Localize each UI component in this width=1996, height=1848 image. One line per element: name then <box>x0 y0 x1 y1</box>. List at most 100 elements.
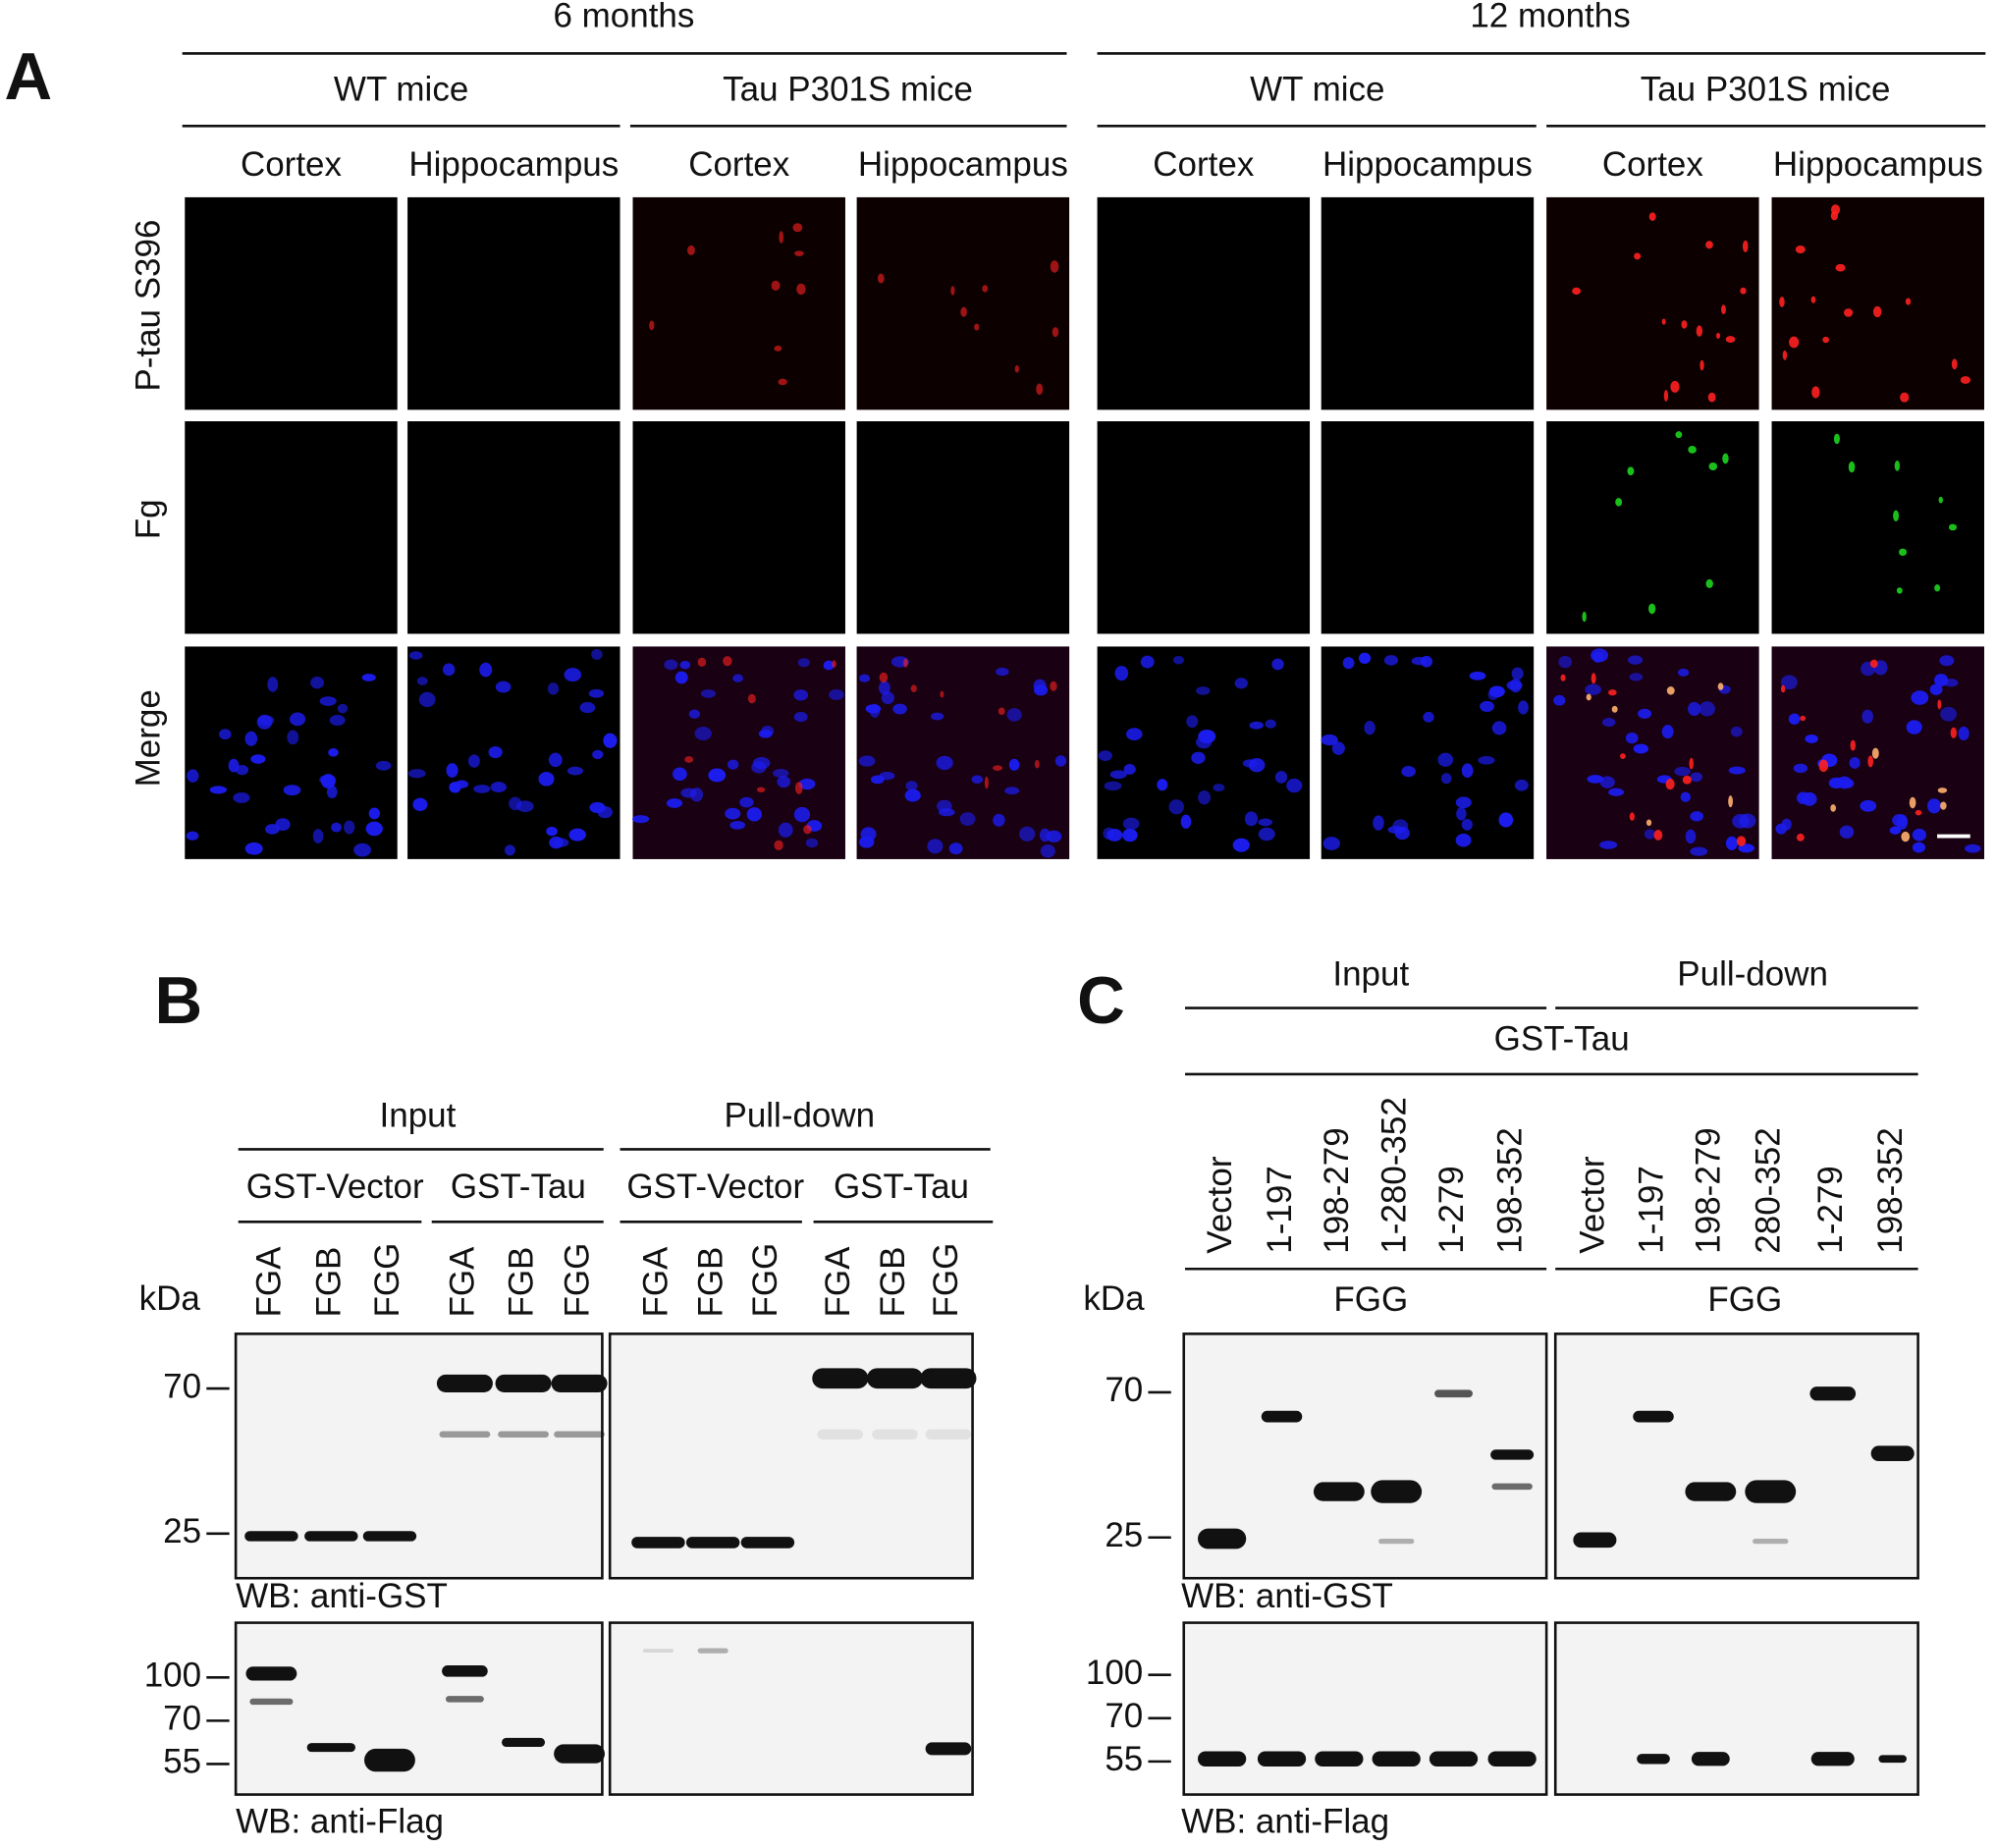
nucleus <box>1401 765 1416 778</box>
nucleus <box>233 791 250 803</box>
nucleus <box>865 704 882 714</box>
nucleus <box>632 815 650 824</box>
lane-label: 1-279 <box>1811 1166 1850 1253</box>
lane-label: FGB <box>874 1247 912 1318</box>
unit-label: kDa <box>1083 1279 1145 1318</box>
signal <box>1572 287 1582 296</box>
signal <box>1699 359 1704 371</box>
column-label: Cortex <box>1602 145 1704 184</box>
nucleus <box>1126 728 1143 741</box>
signal <box>1682 775 1693 785</box>
band <box>1753 1539 1789 1545</box>
signal <box>1909 796 1916 809</box>
nucleus <box>1244 811 1259 827</box>
nucleus <box>1322 837 1340 850</box>
nucleus <box>564 668 582 682</box>
nucleus <box>326 785 338 799</box>
nucleus <box>1423 711 1434 723</box>
lane-label: FGA <box>444 1246 482 1318</box>
nucleus <box>758 730 773 738</box>
nucleus <box>416 677 428 685</box>
nucleus <box>1456 807 1467 821</box>
signal <box>1717 682 1724 690</box>
band <box>436 1374 493 1392</box>
nucleus <box>1191 751 1206 764</box>
nucleus <box>235 764 249 776</box>
nucleus <box>1168 799 1185 815</box>
nucleus <box>858 755 876 767</box>
marker-label: 70 <box>163 1367 201 1405</box>
signal <box>747 693 756 704</box>
signal <box>1050 260 1059 273</box>
nucleus <box>1730 726 1743 737</box>
band <box>551 1374 608 1392</box>
nucleus <box>328 747 339 757</box>
nucleus <box>879 680 890 695</box>
nucleus <box>729 821 746 830</box>
signal <box>903 658 908 668</box>
nucleus <box>408 651 423 660</box>
signal <box>1582 611 1587 623</box>
nucleus <box>751 761 767 774</box>
unit-label: kDa <box>139 1279 201 1318</box>
subgroup: GST-Tau <box>834 1168 969 1206</box>
nucleus <box>566 766 584 776</box>
nucleus <box>1491 721 1507 735</box>
signal <box>1645 819 1652 827</box>
nucleus <box>1929 683 1943 695</box>
nucleus <box>1728 766 1746 775</box>
band <box>1490 1449 1535 1460</box>
nucleus <box>375 760 392 771</box>
band <box>642 1649 674 1654</box>
signal <box>1830 211 1839 221</box>
band <box>1378 1539 1415 1545</box>
probe-label: FGG <box>1333 1280 1408 1319</box>
nucleus <box>549 836 564 849</box>
lane-label: Vector <box>1201 1156 1239 1254</box>
micrograph <box>185 646 398 859</box>
nucleus <box>666 798 683 808</box>
nucleus <box>365 821 383 837</box>
blot-caption: WB: anti-Flag <box>1181 1803 1389 1841</box>
lane-label: Vector <box>1574 1156 1612 1254</box>
row-label: Fg <box>130 499 168 539</box>
lane-label: FGA <box>637 1246 675 1318</box>
blot-caption: WB: anti-GST <box>236 1577 448 1615</box>
signal <box>877 273 885 284</box>
band <box>498 1431 549 1438</box>
signal <box>1938 496 1943 504</box>
signal <box>1036 383 1044 396</box>
nucleus <box>674 671 688 684</box>
signal <box>1822 336 1830 344</box>
nucleus <box>1688 701 1701 717</box>
micrograph <box>856 196 1070 410</box>
blot-caption: WB: anti-GST <box>1181 1577 1393 1615</box>
column-label: Cortex <box>241 145 343 184</box>
nucleus <box>927 839 944 854</box>
nucleus <box>1054 755 1067 767</box>
nucleus <box>1912 828 1927 842</box>
signal <box>950 286 955 296</box>
nucleus <box>904 788 921 802</box>
nucleus <box>1488 685 1505 698</box>
nucleus <box>579 702 596 714</box>
signal <box>756 787 766 793</box>
lane-label: FGG <box>927 1243 965 1318</box>
construct: GST-Tau <box>1494 1019 1630 1058</box>
signal <box>1591 673 1596 684</box>
nucleus <box>1106 829 1123 842</box>
signal <box>1848 461 1856 473</box>
marker-label: 70 <box>1105 1697 1143 1735</box>
row-label: Merge <box>130 689 168 787</box>
signal <box>1948 523 1958 531</box>
nucleus <box>568 828 586 842</box>
nucleus <box>1331 741 1345 755</box>
nucleus <box>547 682 560 695</box>
nucleus <box>1122 828 1138 842</box>
nucleus <box>1232 838 1250 852</box>
signal <box>792 223 803 233</box>
column-label: Cortex <box>688 145 790 184</box>
nucleus <box>1157 779 1168 791</box>
nucleus <box>725 807 741 820</box>
marker-label: 100 <box>1086 1654 1143 1692</box>
